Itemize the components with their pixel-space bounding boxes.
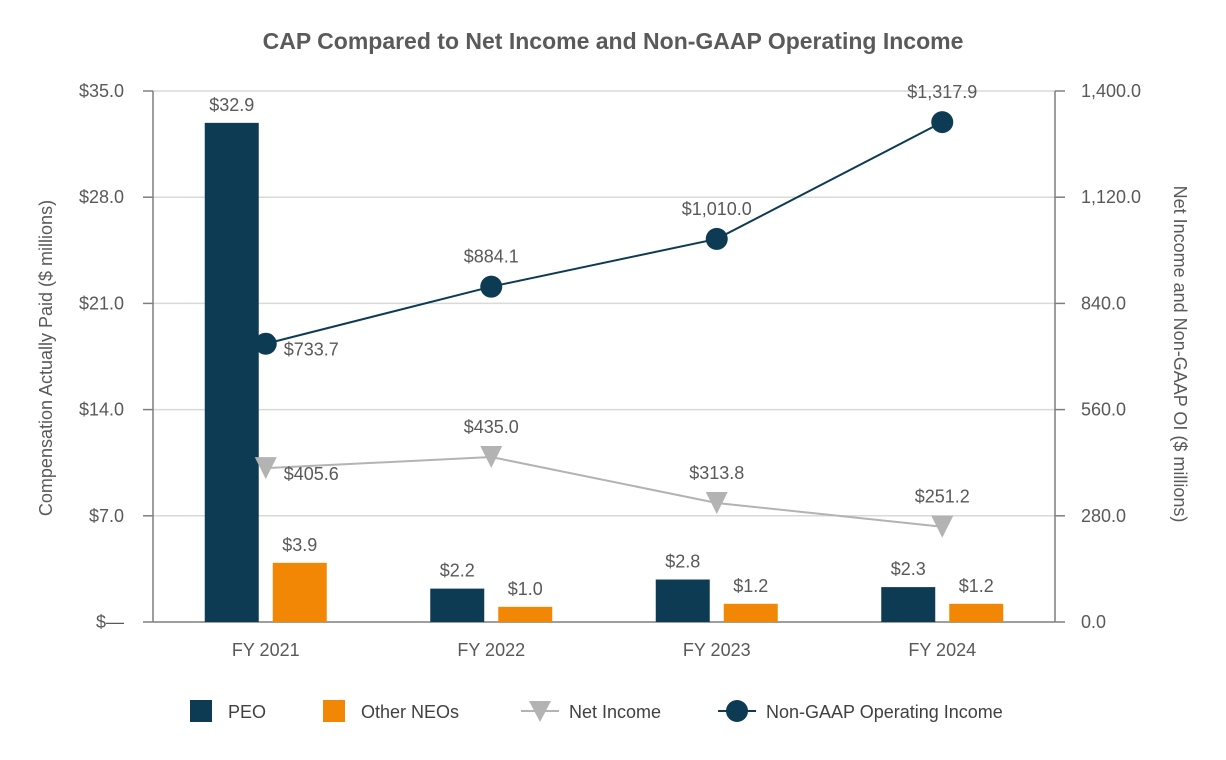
- lines: [254, 111, 954, 538]
- point-net-income: [931, 515, 954, 538]
- x-tick-label: FY 2023: [683, 640, 751, 660]
- x-tick-label: FY 2021: [232, 640, 300, 660]
- bar-data-label: $1.2: [959, 576, 994, 596]
- legend-marker: [529, 701, 551, 722]
- line-data-label: $313.8: [689, 463, 744, 483]
- legend-marker: [726, 700, 748, 722]
- bar-data-label: $32.9: [209, 95, 254, 115]
- y-right-tick-label: 280.0: [1081, 506, 1126, 526]
- line-data-label: $251.2: [915, 487, 970, 507]
- point-non-gaap-oi: [480, 275, 503, 298]
- line-data-label: $884.1: [464, 247, 519, 267]
- y-left-tick-label: $7.0: [89, 506, 124, 526]
- line-data-label: $1,010.0: [682, 199, 752, 219]
- y-left-tick-label: $28.0: [79, 187, 124, 207]
- line-data-label: $1,317.9: [907, 82, 977, 102]
- point-non-gaap-oi: [931, 111, 954, 134]
- point-non-gaap-oi: [254, 332, 277, 355]
- point-net-income: [480, 446, 503, 469]
- y-right-tick-label: 1,400.0: [1081, 81, 1141, 101]
- legend-label: Other NEOs: [361, 702, 459, 722]
- y-right-tick-label: 560.0: [1081, 400, 1126, 420]
- bar-data-label: $2.2: [440, 561, 475, 581]
- bars: [204, 122, 1004, 623]
- bar-other-neos: [498, 606, 553, 622]
- bar-data-label: $1.0: [508, 579, 543, 599]
- bar-data-label: $3.9: [282, 535, 317, 555]
- point-non-gaap-oi: [705, 227, 728, 250]
- legend-label: Non-GAAP Operating Income: [766, 702, 1003, 722]
- y-left-tick-label: $21.0: [79, 293, 124, 313]
- y-left-tick-label: $—: [96, 612, 124, 632]
- y-left-tick-label: $14.0: [79, 400, 124, 420]
- legend-label: Net Income: [569, 702, 661, 722]
- legend-swatch: [323, 700, 345, 722]
- y-right-tick-label: 0.0: [1081, 612, 1106, 632]
- gridlines: [153, 90, 1055, 517]
- y-left-tick-label: $35.0: [79, 81, 124, 101]
- y-axis-right-title: Net Income and Non-GAAP OI ($ millions): [1170, 186, 1190, 523]
- bar-peo: [430, 588, 485, 622]
- x-tick-label: FY 2024: [908, 640, 976, 660]
- bar-data-label: $2.8: [665, 552, 700, 572]
- bar-data-label: $2.3: [891, 559, 926, 579]
- point-net-income: [705, 491, 728, 514]
- bar-peo: [881, 587, 936, 622]
- bar-other-neos: [949, 603, 1004, 622]
- line-data-label: $733.7: [284, 340, 339, 360]
- bar-other-neos: [272, 562, 327, 622]
- legend-swatch: [190, 700, 212, 722]
- axes: $— $7.0 $14.0 $21.0 $28.0 $35.0 0.0 280.0 560.0 8…: [79, 81, 1141, 660]
- data-labels: $32.9 $2.2 $2.8 $2.3 $3.9 $1.0 $1.2 $1.2 $405.6 $…: [209, 82, 994, 599]
- line-net-income: [265, 456, 943, 528]
- point-net-income: [254, 457, 277, 480]
- bar-peo: [655, 579, 710, 622]
- y-right-tick-label: 840.0: [1081, 293, 1126, 313]
- line-non-gaap-operating-income: [265, 121, 943, 345]
- y-right-tick-label: 1,120.0: [1081, 187, 1141, 207]
- bar-peo: [204, 122, 259, 623]
- x-tick-label: FY 2022: [457, 640, 525, 660]
- legend-label: PEO: [228, 702, 266, 722]
- chart-title: CAP Compared to Net Income and Non-GAAP …: [263, 28, 964, 54]
- line-data-label: $405.6: [284, 464, 339, 484]
- bar-data-label: $1.2: [733, 576, 768, 596]
- legend: PEO Other NEOs Net Income Non-GAAP Operatin…: [190, 700, 1003, 722]
- bar-other-neos: [723, 603, 778, 622]
- line-data-label: $435.0: [464, 417, 519, 437]
- y-axis-left-title: Compensation Actually Paid ($ millions): [36, 200, 56, 516]
